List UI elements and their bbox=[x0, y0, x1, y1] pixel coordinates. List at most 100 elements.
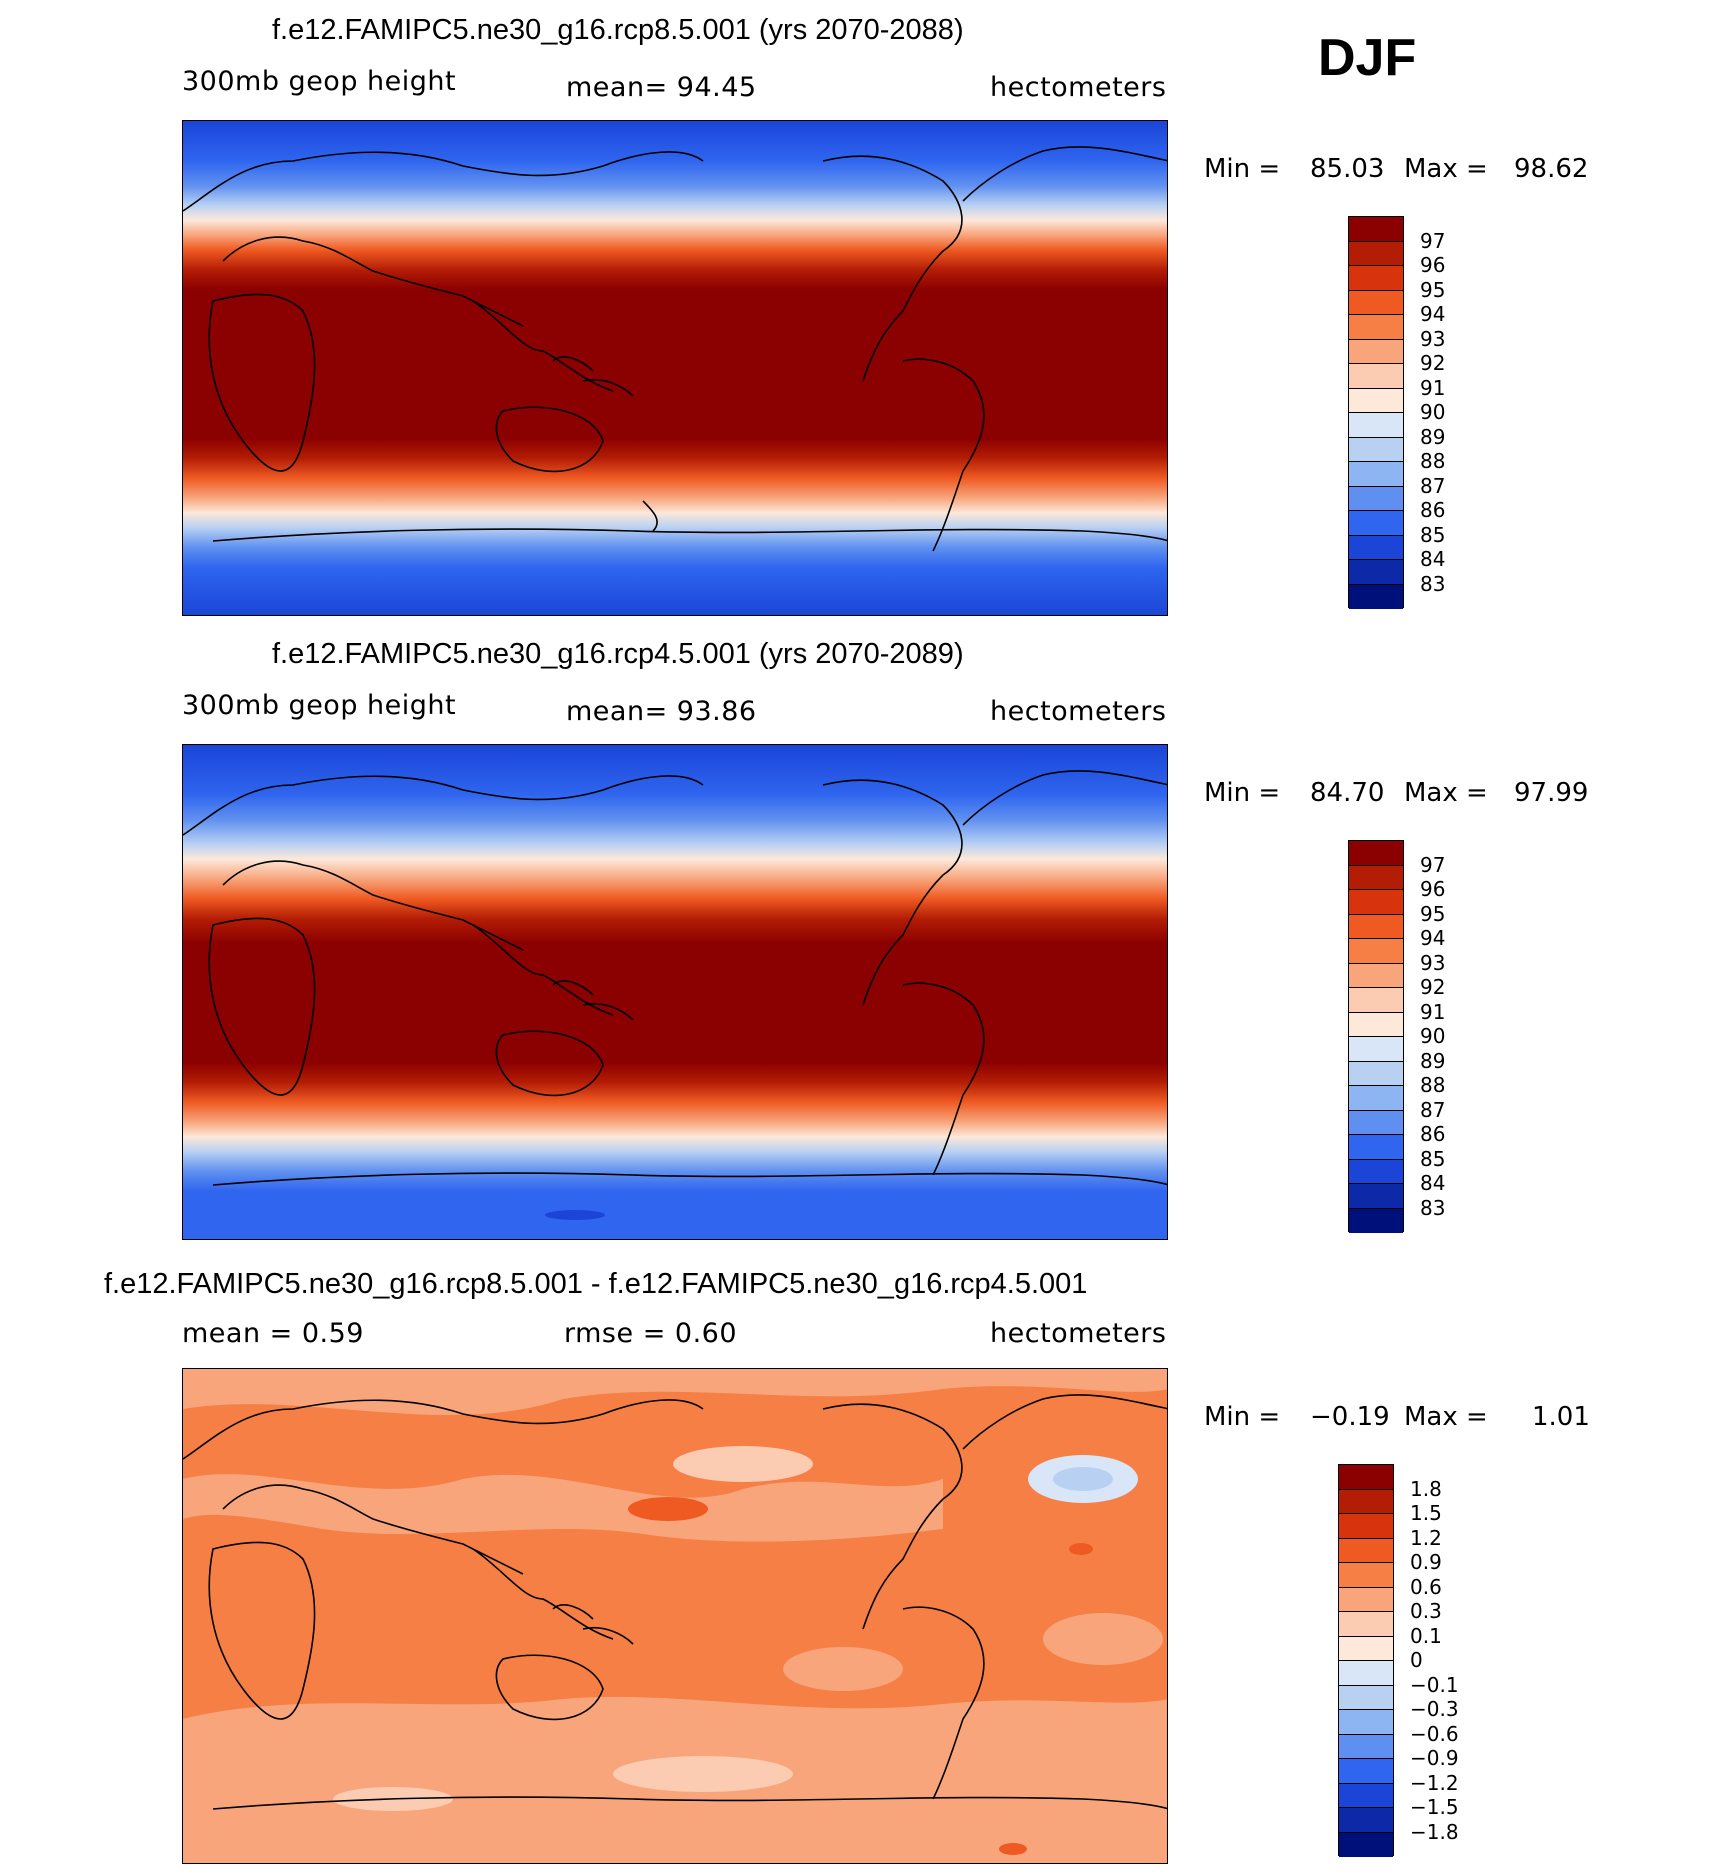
units-label: hectometers bbox=[990, 696, 1167, 727]
colorbar-segment bbox=[1339, 1734, 1393, 1759]
colorbar-segment bbox=[1339, 1808, 1393, 1833]
colorbar-tick-label: 90 bbox=[1420, 1024, 1446, 1048]
colorbar-tick-label: 0 bbox=[1410, 1648, 1423, 1672]
colorbar-segment bbox=[1339, 1832, 1393, 1857]
colorbar bbox=[1348, 216, 1404, 609]
colorbar-tick-label: 85 bbox=[1420, 522, 1446, 547]
colorbar bbox=[1348, 840, 1404, 1233]
colorbar-segment bbox=[1349, 217, 1403, 242]
max-label: Max = bbox=[1404, 1402, 1488, 1432]
units-label: hectometers bbox=[990, 1318, 1167, 1349]
colorbar-segment bbox=[1349, 988, 1403, 1013]
mean-label: mean= 94.45 bbox=[566, 72, 757, 103]
map-rcp45 bbox=[182, 744, 1168, 1240]
max-label: Max = bbox=[1404, 154, 1488, 184]
colorbar-segment bbox=[1349, 560, 1403, 585]
colorbar-segment bbox=[1349, 315, 1403, 340]
min-label: Min = bbox=[1204, 778, 1281, 808]
colorbar-tick-label: 87 bbox=[1420, 473, 1446, 498]
max-label: Max = bbox=[1404, 778, 1488, 808]
colorbar-segment bbox=[1349, 1159, 1403, 1184]
max-value: 97.99 bbox=[1514, 778, 1589, 808]
colorbar-segment bbox=[1349, 865, 1403, 890]
variable-label: 300mb geop height bbox=[182, 690, 457, 721]
colorbar-segment bbox=[1349, 963, 1403, 988]
colorbar-tick-label: 86 bbox=[1420, 498, 1446, 522]
colorbar-tick-label: 87 bbox=[1420, 1097, 1446, 1122]
coastlines bbox=[183, 770, 1167, 1186]
mean-label: mean= 93.86 bbox=[566, 696, 757, 727]
colorbar-tick-label: 88 bbox=[1420, 1073, 1446, 1097]
colorbar-segment bbox=[1339, 1783, 1393, 1808]
colorbar-tick-label: 95 bbox=[1420, 901, 1446, 926]
map-rcp85 bbox=[182, 120, 1168, 616]
colorbar-tick-label: 94 bbox=[1420, 926, 1446, 950]
colorbar-segment bbox=[1349, 890, 1403, 915]
colorbar-tick-label: 83 bbox=[1420, 1195, 1446, 1220]
units-label: hectometers bbox=[990, 72, 1167, 103]
colorbar-tick-label: 1.2 bbox=[1410, 1525, 1442, 1550]
colorbar-tick-label: 96 bbox=[1420, 253, 1446, 277]
min-label: Min = bbox=[1204, 154, 1281, 184]
colorbar-segment bbox=[1349, 241, 1403, 266]
min-value: 84.70 bbox=[1310, 778, 1385, 808]
panel-title: f.e12.FAMIPC5.ne30_g16.rcp4.5.001 (yrs 2… bbox=[272, 638, 964, 670]
colorbar-tick-label: −0.3 bbox=[1410, 1697, 1459, 1721]
colorbar-tick-label: −0.6 bbox=[1410, 1721, 1459, 1746]
colorbar-segment bbox=[1349, 1037, 1403, 1062]
colorbar-tick-label: 93 bbox=[1420, 326, 1446, 351]
panel-title: f.e12.FAMIPC5.ne30_g16.rcp8.5.001 (yrs 2… bbox=[272, 14, 964, 46]
colorbar-tick-label: 85 bbox=[1420, 1146, 1446, 1171]
mean-label: mean = 0.59 bbox=[182, 1318, 364, 1349]
colorbar-tick-label: 97 bbox=[1420, 228, 1446, 253]
colorbar-segment bbox=[1349, 939, 1403, 964]
variable-label: 300mb geop height bbox=[182, 66, 457, 97]
colorbar-tick-label: 1.8 bbox=[1410, 1476, 1442, 1501]
colorbar-tick-label: 0.6 bbox=[1410, 1574, 1442, 1599]
colorbar-tick-label: 95 bbox=[1420, 277, 1446, 302]
colorbar-tick-label: 89 bbox=[1420, 1048, 1446, 1073]
colorbar-tick-label: −0.1 bbox=[1410, 1672, 1459, 1697]
colorbar-tick-label: 1.5 bbox=[1410, 1501, 1442, 1525]
map-difference bbox=[182, 1368, 1168, 1864]
min-value: 85.03 bbox=[1310, 154, 1385, 184]
colorbar-tick-label: 88 bbox=[1420, 449, 1446, 473]
colorbar-tick-label: −1.8 bbox=[1410, 1819, 1459, 1844]
colorbar-segment bbox=[1339, 1636, 1393, 1661]
max-value: 98.62 bbox=[1514, 154, 1589, 184]
colorbar-segment bbox=[1339, 1538, 1393, 1563]
colorbar-segment bbox=[1349, 914, 1403, 939]
min-label: Min = bbox=[1204, 1402, 1281, 1432]
colorbar-segment bbox=[1339, 1710, 1393, 1735]
colorbar-segment bbox=[1349, 364, 1403, 389]
colorbar-segment bbox=[1349, 462, 1403, 487]
colorbar-tick-label: 89 bbox=[1420, 424, 1446, 449]
colorbar-tick-label: 91 bbox=[1420, 999, 1446, 1024]
colorbar-segment bbox=[1349, 388, 1403, 413]
colorbar-segment bbox=[1349, 1184, 1403, 1209]
colorbar-segment bbox=[1339, 1563, 1393, 1588]
coastlines bbox=[183, 146, 1167, 552]
colorbar-segment bbox=[1349, 584, 1403, 609]
colorbar-segment bbox=[1349, 1110, 1403, 1135]
colorbar-segment bbox=[1349, 841, 1403, 866]
colorbar-tick-label: 93 bbox=[1420, 950, 1446, 975]
colorbar-segment bbox=[1339, 1514, 1393, 1539]
coastlines bbox=[183, 1394, 1167, 1810]
rmse-label: rmse = 0.60 bbox=[564, 1318, 738, 1349]
panel-title: f.e12.FAMIPC5.ne30_g16.rcp8.5.001 - f.e1… bbox=[104, 1268, 1088, 1300]
min-value: −0.19 bbox=[1310, 1402, 1390, 1432]
colorbar-segment bbox=[1339, 1612, 1393, 1637]
colorbar-segment bbox=[1349, 486, 1403, 511]
colorbar-segment bbox=[1349, 535, 1403, 560]
colorbar-tick-label: 0.1 bbox=[1410, 1623, 1442, 1648]
colorbar-segment bbox=[1339, 1759, 1393, 1784]
colorbar-segment bbox=[1349, 437, 1403, 462]
colorbar-tick-label: 84 bbox=[1420, 1171, 1446, 1195]
colorbar-segment bbox=[1349, 266, 1403, 291]
colorbar-tick-label: 84 bbox=[1420, 547, 1446, 571]
colorbar-tick-label: −1.2 bbox=[1410, 1770, 1459, 1795]
colorbar-tick-label: 94 bbox=[1420, 302, 1446, 326]
colorbar-segment bbox=[1349, 1208, 1403, 1233]
colorbar-segment bbox=[1349, 1061, 1403, 1086]
